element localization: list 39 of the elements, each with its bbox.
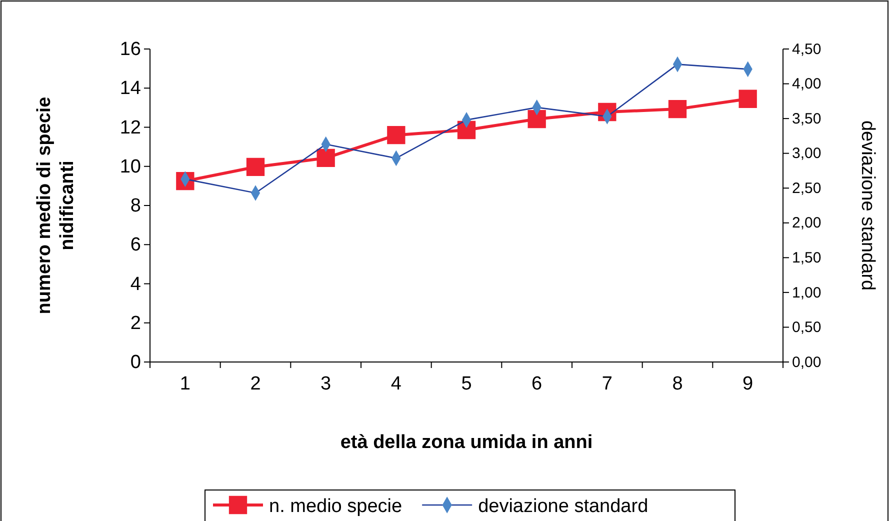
x-tick-label: 5 — [461, 373, 472, 394]
y2-tick-label: 2,00 — [792, 214, 822, 232]
y-tick-label: 4 — [130, 274, 142, 295]
y2-tick-label: 3,50 — [792, 110, 822, 128]
point — [668, 100, 687, 118]
y2-axis-title: deviazione standard — [857, 120, 878, 291]
x-tick-label: 6 — [532, 373, 542, 394]
y2-tick-label: 3,00 — [792, 145, 822, 162]
y2-tick-label: 4,00 — [792, 76, 822, 93]
point — [738, 90, 757, 108]
y2-tick-label: 2,50 — [792, 180, 822, 197]
x-tick-label: 2 — [250, 373, 261, 394]
y-tick-label: 14 — [120, 78, 142, 100]
x-tick-label: 4 — [390, 373, 402, 394]
point — [246, 158, 265, 176]
y2-tick-label: 1,00 — [792, 284, 822, 302]
y-tick-label: 16 — [120, 39, 141, 60]
x-tick-label: 8 — [672, 373, 683, 394]
point — [387, 126, 406, 144]
y2-tick-label: 0,00 — [792, 354, 822, 371]
y-tick-label: 8 — [130, 196, 141, 217]
y2-tick-label: 1,50 — [792, 249, 822, 266]
x-tick-label: 7 — [602, 373, 612, 394]
y2-tick-label: 4,50 — [792, 40, 822, 58]
y-tick-label: 2 — [130, 312, 141, 334]
x-tick-label: 1 — [180, 373, 190, 394]
point — [316, 148, 335, 168]
y-tick-label: 12 — [120, 117, 141, 138]
x-tick-label: 3 — [320, 373, 332, 394]
x-axis-title: età della zona umida in anni — [340, 432, 593, 453]
point — [528, 110, 546, 128]
y2-tick-label: 0,50 — [792, 319, 822, 336]
y-tick-label: 6 — [130, 234, 141, 256]
y-tick-label: 0 — [130, 352, 141, 374]
legend-label: deviazione standard — [478, 496, 648, 517]
legend-label: n. medio specie — [269, 496, 402, 517]
y-tick-label: 10 — [120, 156, 141, 178]
x-tick-label: 9 — [742, 373, 754, 394]
y-axis-title: numero medio di specie nidificanti — [34, 96, 78, 314]
